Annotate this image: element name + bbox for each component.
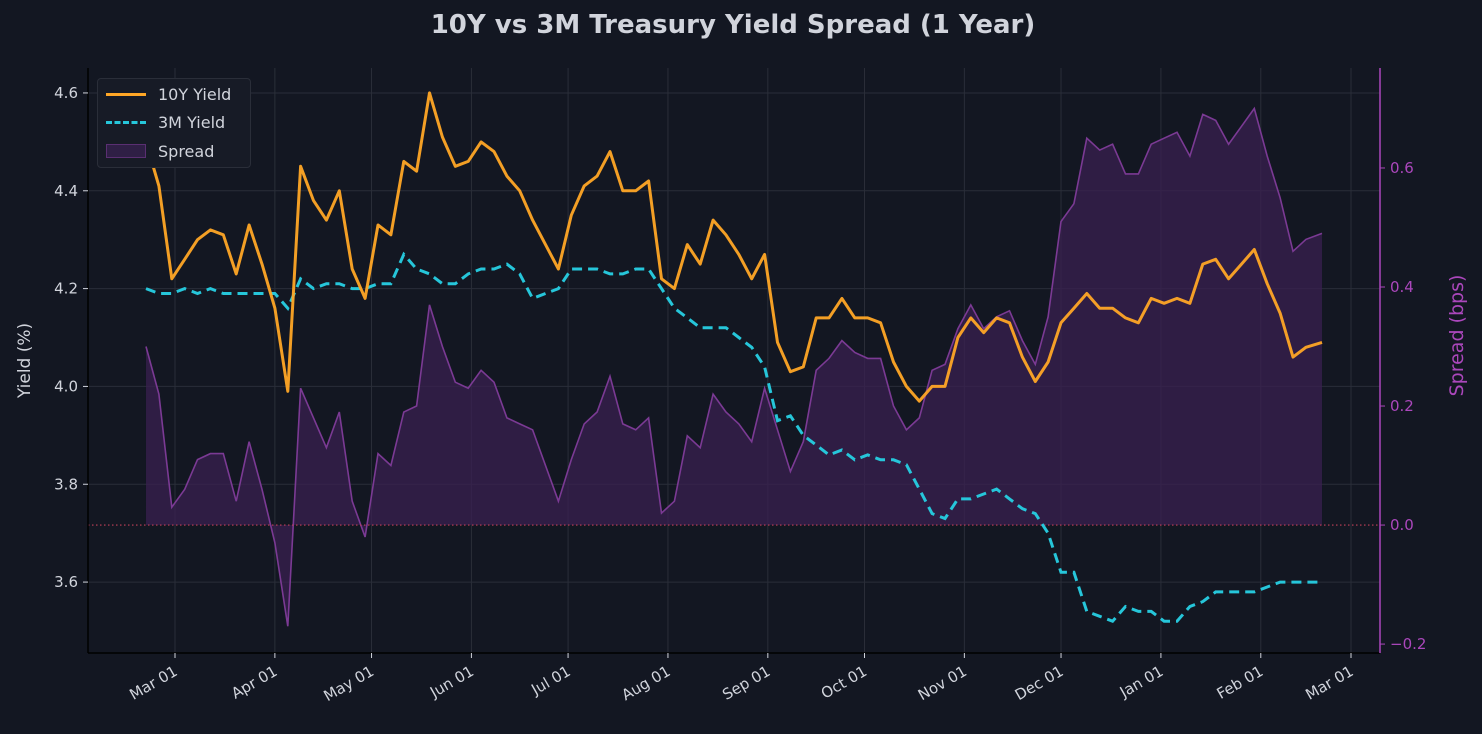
y-right-tick-label: 0.4 [1390,278,1414,296]
series-3m-yield-line [145,251,1322,623]
y-axis-label: Yield (%) [15,323,35,399]
spread-line [145,106,1323,627]
y-tick-label: 3.8 [54,475,78,493]
legend-swatch-3m [106,120,146,124]
x-tick-label: Mar 01 [1302,662,1356,704]
legend-item-spread: Spread [106,141,214,161]
x-tick-label: Jun 01 [426,662,477,702]
x-tick-label: Jan 01 [1116,662,1167,702]
legend-item-3m: 3M Yield [106,112,225,132]
x-tick-label: Jul 01 [527,662,573,699]
y-tick-label: 4.4 [54,182,78,200]
y-right-tick-label: 0.6 [1390,159,1414,177]
x-tick-label: Apr 01 [228,662,280,702]
chart-title: 10Y vs 3M Treasury Yield Spread (1 Year) [430,10,1036,40]
x-tick-label: Dec 01 [1012,662,1067,704]
y-right-tick-label: −0.2 [1390,635,1426,653]
y-tick-label: 4.0 [54,377,78,395]
legend-item-10y: 10Y Yield [106,84,231,104]
spread-area [145,108,1323,627]
legend-label-spread: Spread [158,141,215,161]
y-right-tick-label: 0.2 [1390,397,1414,415]
legend-swatch-10y [106,92,146,96]
x-tick-label: Nov 01 [915,662,970,704]
legend-swatch-spread [106,144,146,158]
legend-label-10y: 10Y Yield [158,84,232,104]
y-right-axis-label: Spread (bps) [1446,275,1468,397]
y-right-tick-label: 0.0 [1390,516,1414,534]
y-tick-label: 4.6 [54,84,78,102]
x-tick-label: Aug 01 [618,662,673,704]
x-tick-label: Mar 01 [126,662,180,704]
y-tick-label: 3.6 [54,573,78,591]
y-tick-label: 4.2 [54,280,78,298]
x-tick-label: May 01 [321,662,378,705]
legend: 10Y Yield 3M Yield Spread [97,78,251,168]
x-tick-label: Oct 01 [818,662,870,702]
series-10y-yield-line [144,91,1323,403]
legend-label-3m: 3M Yield [158,112,226,132]
x-tick-label: Sep 01 [719,662,773,704]
x-tick-label: Feb 01 [1214,662,1267,703]
